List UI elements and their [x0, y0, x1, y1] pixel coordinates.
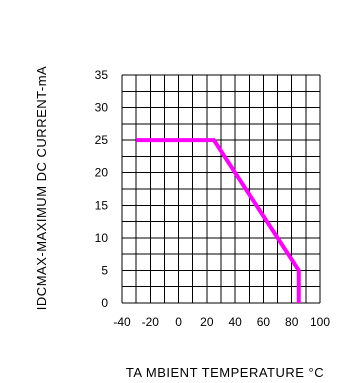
y-tick-label: 35 [95, 68, 109, 82]
y-tick-label: 30 [95, 101, 109, 115]
x-tick-labels: -40 -20 0 20 40 60 80 100 [113, 315, 330, 329]
series-line [136, 138, 301, 303]
series-group [136, 138, 301, 303]
y-tick-label: 25 [95, 133, 109, 147]
y-tick-label: 15 [95, 198, 109, 212]
x-tick-label: 60 [257, 315, 271, 329]
grid [121, 74, 321, 304]
y-tick-labels: 0 5 10 15 20 25 30 35 [95, 68, 109, 310]
y-tick-label: 5 [101, 263, 108, 277]
x-tick-label: 80 [285, 315, 299, 329]
y-tick-label: 20 [95, 166, 109, 180]
x-tick-label: -20 [142, 315, 160, 329]
x-axis-title: TA MBIENT TEMPERATURE °C [126, 365, 324, 380]
x-tick-label: 100 [310, 315, 330, 329]
x-tick-label: 0 [175, 315, 182, 329]
y-tick-label: 10 [95, 231, 109, 245]
y-tick-label: 0 [101, 296, 108, 310]
x-tick-label: 20 [200, 315, 214, 329]
x-tick-label: -40 [113, 315, 131, 329]
y-axis-title: IDCMAX-MAXIMUM DC CURRENT-mA [34, 66, 49, 310]
x-tick-label: 40 [228, 315, 242, 329]
